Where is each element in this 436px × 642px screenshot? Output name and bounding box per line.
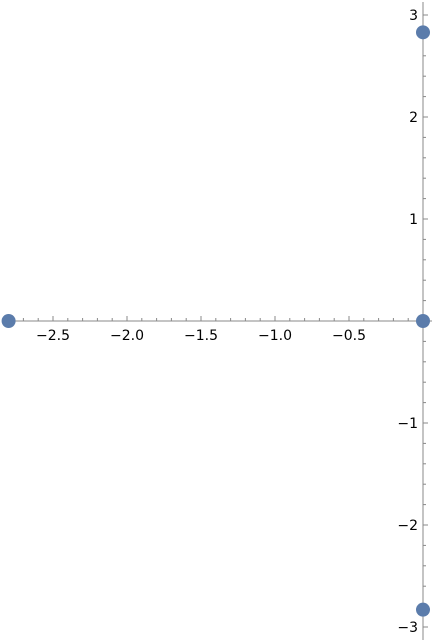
- tick-labels: −2.5 −2.0 −1.5 −1.0 −0.5 3 2 1 −1 −2 −3: [36, 8, 418, 636]
- data-point: [416, 602, 430, 617]
- data-point: [416, 25, 430, 40]
- data-point: [1, 314, 16, 328]
- x-tick-label: −0.5: [332, 328, 366, 344]
- x-tick-label: −1.5: [184, 328, 218, 344]
- y-tick-label: 2: [409, 110, 418, 126]
- x-tick-label: −2.5: [36, 328, 70, 344]
- y-tick-label: 3: [409, 8, 418, 24]
- x-tick-label: −1.0: [258, 328, 292, 344]
- data-points: [1, 25, 430, 617]
- data-point: [416, 314, 430, 328]
- y-tick-label: −2: [397, 518, 418, 534]
- x-tick-label: −2.0: [110, 328, 144, 344]
- y-tick-label: −1: [397, 416, 418, 432]
- y-tick-label: 1: [409, 212, 418, 228]
- ticks: [8, 14, 428, 628]
- y-tick-label: −3: [397, 620, 418, 636]
